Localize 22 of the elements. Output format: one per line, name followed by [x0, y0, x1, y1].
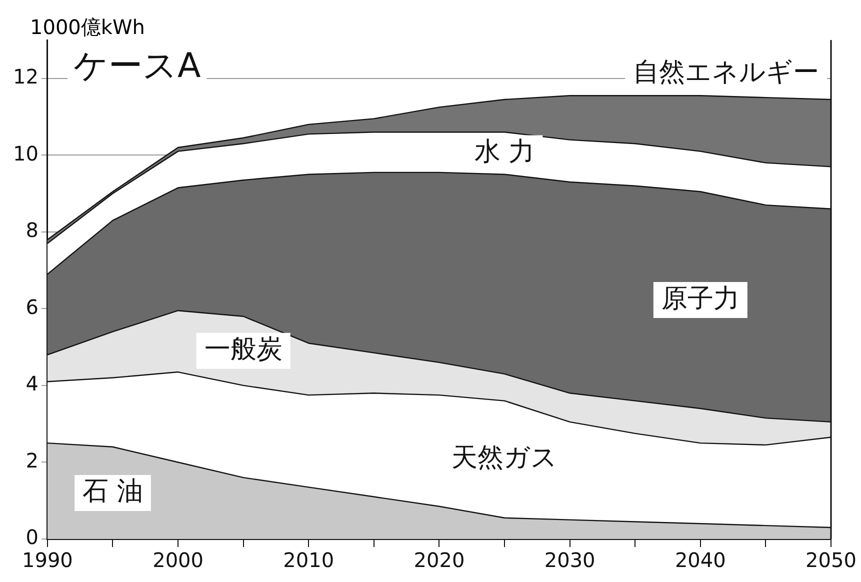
y-axis-title: 1000億kWh [30, 14, 145, 41]
x-tick-label: 2050 [806, 548, 856, 572]
series-label: 石 油 [82, 476, 143, 507]
x-tick-label: 2040 [674, 548, 726, 572]
x-tick-label: 2010 [283, 548, 334, 572]
chart-title: ケースA [73, 46, 201, 86]
y-tick-label: 8 [26, 218, 38, 242]
y-tick-label: 12 [12, 64, 38, 89]
series-label: 原子力 [661, 284, 740, 314]
y-tick-label: 4 [26, 372, 38, 396]
x-tick-label: 2020 [414, 548, 465, 572]
y-tick-label: 0 [26, 525, 38, 550]
y-tick-label: 6 [26, 294, 38, 319]
x-tick-label: 1990 [22, 548, 73, 572]
y-tick-label: 2 [26, 448, 38, 472]
series-label: 一般炭 [204, 334, 282, 365]
x-tick-label: 2030 [544, 548, 596, 572]
series-label: 自然エネルギー [633, 57, 819, 88]
y-tick-label: 10 [12, 141, 38, 166]
series-label: 天然ガス [452, 443, 558, 474]
x-tick-label: 2000 [152, 548, 204, 572]
series-label: 水 力 [474, 136, 535, 167]
